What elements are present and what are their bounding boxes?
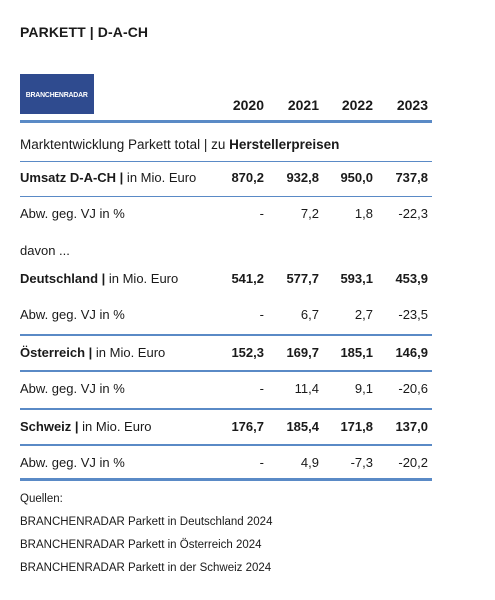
row-label-bold: Umsatz D-A-CH | (20, 170, 124, 185)
row-separator (20, 334, 432, 336)
cell-2021: 7,2 (300, 206, 319, 221)
branchenradar-logo: BRANCHENRADAR (20, 74, 94, 114)
cell-2023: 453,9 (395, 271, 428, 286)
cell-2023: 146,9 (395, 345, 428, 360)
row-label-text: in Mio. Euro (92, 345, 166, 360)
table-row-umsatz-dach-change: Abw. geg. VJ in % - 7,2 1,8 -22,3 (20, 206, 432, 226)
subtitle-emphasis: Herstellerpreisen (229, 137, 340, 152)
cell-2020: 176,7 (231, 419, 264, 434)
year-2021: 2021 (287, 97, 319, 113)
row-separator (20, 196, 432, 197)
row-label-text: in Mio. Euro (78, 419, 152, 434)
cell-2021: 4,9 (300, 455, 319, 470)
row-label-text: Abw. geg. VJ in % (20, 381, 125, 396)
cell-2022: 950,0 (340, 170, 373, 185)
row-label-text: Abw. geg. VJ in % (20, 206, 125, 221)
table-row-oesterreich-change: Abw. geg. VJ in % - 11,4 9,1 -20,6 (20, 381, 432, 401)
cell-2022: 1,8 (354, 206, 373, 221)
subtitle-prefix: Marktentwicklung Parkett total | zu (20, 137, 230, 152)
cell-2021: 932,8 (286, 170, 319, 185)
cell-2023: -23,5 (398, 307, 428, 322)
year-2022: 2022 (341, 97, 373, 113)
cell-2020: 870,2 (231, 170, 264, 185)
year-2020: 2020 (232, 97, 264, 113)
cell-2020: - (259, 206, 264, 221)
table-bottom-rule (20, 478, 432, 481)
cell-2022: 9,1 (354, 381, 373, 396)
row-label: Umsatz D-A-CH | in Mio. Euro (20, 170, 196, 185)
row-label: davon ... (20, 243, 70, 258)
row-label-bold: Schweiz | (20, 419, 79, 434)
table-row-deutschland-change: Abw. geg. VJ in % - 6,7 2,7 -23,5 (20, 307, 432, 327)
cell-2021: 169,7 (286, 345, 319, 360)
row-label: Abw. geg. VJ in % (20, 206, 125, 221)
source-schweiz: BRANCHENRADAR Parkett in der Schweiz 202… (20, 562, 272, 574)
page-title: PARKETT | D-A-CH (20, 24, 149, 40)
row-separator (20, 370, 432, 372)
row-label-bold: Deutschland | (20, 271, 106, 286)
table-row-deutschland: Deutschland | in Mio. Euro 541,2 577,7 593,… (20, 271, 432, 291)
cell-2023: 737,8 (395, 170, 428, 185)
row-label: Deutschland | in Mio. Euro (20, 271, 178, 286)
cell-2022: 185,1 (340, 345, 373, 360)
row-label-text: Abw. geg. VJ in % (20, 307, 125, 322)
logo-text: BRANCHENRADAR (25, 89, 89, 99)
cell-2020: 152,3 (231, 345, 264, 360)
row-label: Abw. geg. VJ in % (20, 307, 125, 322)
cell-2023: -20,6 (398, 381, 428, 396)
cell-2022: 2,7 (354, 307, 373, 322)
cell-2020: 541,2 (231, 271, 264, 286)
row-label-text: in Mio. Euro (123, 170, 197, 185)
source-oesterreich: BRANCHENRADAR Parkett in Österreich 2024 (20, 539, 262, 551)
cell-2022: 593,1 (340, 271, 373, 286)
row-label-bold: Österreich | (20, 345, 93, 360)
row-separator (20, 408, 432, 410)
header-rule (20, 120, 432, 123)
row-label-text: in Mio. Euro (105, 271, 179, 286)
sources-heading: Quellen: (20, 493, 63, 505)
cell-2020: - (259, 381, 264, 396)
table-subtitle: Marktentwicklung Parkett total | zu Hers… (20, 137, 339, 152)
cell-2022: 171,8 (340, 419, 373, 434)
cell-2023: -20,2 (398, 455, 428, 470)
row-label-text: Abw. geg. VJ in % (20, 455, 125, 470)
table-row-oesterreich: Österreich | in Mio. Euro 152,3 169,7 185,1… (20, 345, 432, 365)
row-label: Österreich | in Mio. Euro (20, 345, 165, 360)
cell-2020: - (259, 455, 264, 470)
year-2023: 2023 (396, 97, 428, 113)
row-label-text: davon ... (20, 243, 70, 258)
row-label: Schweiz | in Mio. Euro (20, 419, 152, 434)
cell-2021: 185,4 (286, 419, 319, 434)
cell-2020: - (259, 307, 264, 322)
source-deutschland: BRANCHENRADAR Parkett in Deutschland 202… (20, 516, 273, 528)
table-row-umsatz-dach: Umsatz D-A-CH | in Mio. Euro 870,2 932,8 95… (20, 170, 432, 190)
cell-2021: 11,4 (294, 381, 319, 396)
row-separator (20, 444, 432, 446)
cell-2023: 137,0 (395, 419, 428, 434)
cell-2021: 577,7 (286, 271, 319, 286)
row-label: Abw. geg. VJ in % (20, 455, 125, 470)
cell-2023: -22,3 (398, 206, 428, 221)
table-row-schweiz: Schweiz | in Mio. Euro 176,7 185,4 171,8 137… (20, 419, 432, 439)
table-row-schweiz-change: Abw. geg. VJ in % - 4,9 -7,3 -20,2 (20, 455, 432, 475)
subtitle-rule (20, 161, 432, 162)
row-label: Abw. geg. VJ in % (20, 381, 125, 396)
table-row-davon: davon ... (20, 243, 432, 263)
cell-2021: 6,7 (300, 307, 319, 322)
cell-2022: -7,3 (350, 455, 373, 470)
